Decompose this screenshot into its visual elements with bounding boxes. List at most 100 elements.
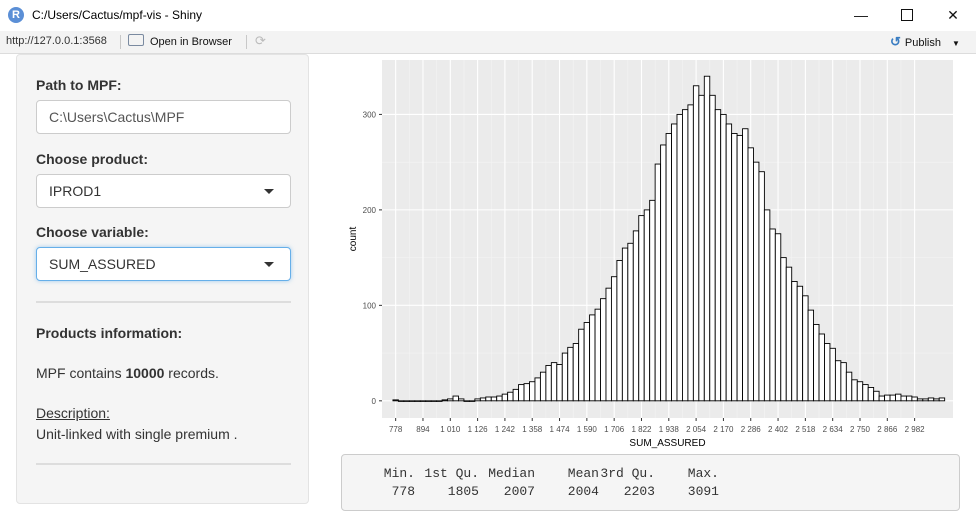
histogram-bar: [813, 323, 820, 402]
histogram-bar: [649, 199, 656, 402]
title-bar: R C:/Users/Cactus/mpf-vis - Shiny — ✕: [0, 0, 976, 31]
maximize-button[interactable]: [884, 0, 930, 31]
product-select[interactable]: IPROD1: [36, 174, 291, 208]
histogram-bar: [425, 400, 432, 402]
histogram-bar: [802, 295, 809, 402]
histogram-bar: [818, 333, 825, 402]
publish-icon: ↺: [890, 34, 901, 49]
histogram-bar: [397, 400, 405, 402]
histogram-bar: [747, 147, 754, 402]
histogram-bar: [884, 394, 891, 402]
histogram-bar: [709, 94, 716, 402]
variable-select-value: SUM_ASSURED: [49, 256, 156, 272]
variable-select[interactable]: SUM_ASSURED: [36, 247, 291, 281]
histogram-bar: [501, 393, 509, 402]
product-select-value: IPROD1: [49, 183, 102, 199]
histogram-bar: [534, 377, 541, 402]
histogram-bar: [638, 215, 645, 402]
histogram-bar: [763, 209, 771, 402]
x-tick-label: 1 938: [659, 425, 680, 434]
histogram-bar: [791, 281, 798, 402]
x-tick-label: 1 822: [631, 425, 652, 434]
histogram-bar: [643, 209, 651, 402]
viewer-toolbar: http://127.0.0.1:3568 Open in Browser ⟳ …: [0, 31, 976, 54]
description-label: Description:: [36, 405, 110, 421]
histogram-bar: [916, 398, 924, 402]
histogram-bar: [720, 113, 727, 402]
histogram-bar: [594, 308, 601, 402]
histogram-bar: [578, 328, 585, 402]
histogram-bar: [567, 346, 574, 402]
summary-value-cell: 778: [391, 484, 415, 499]
x-tick-label: 1 010: [440, 425, 461, 434]
summary-header-row: Min. 1st Qu. Median Mean3rd Qu. Max.: [375, 466, 719, 481]
histogram-bar: [769, 228, 776, 402]
histogram-bar: [895, 393, 902, 402]
histogram-bar: [479, 397, 487, 402]
divider: [36, 463, 291, 465]
histogram-plot: 0 100 200 300 778 894 1 010 1 126 1 242 1 358 1 47…: [340, 54, 960, 452]
maximize-icon: [901, 9, 913, 21]
histogram-bar: [507, 391, 514, 402]
histogram-bar: [862, 384, 869, 402]
histogram-bar: [447, 398, 454, 402]
histogram-bar: [408, 400, 416, 402]
x-tick-label: 2 982: [905, 425, 926, 434]
path-input[interactable]: C:\Users\Cactus\MPF: [36, 100, 291, 134]
records-count: 10000: [125, 365, 165, 381]
divider: [36, 301, 291, 303]
histogram-bar: [654, 163, 662, 402]
histogram-bar: [523, 383, 530, 402]
histogram-bar: [660, 144, 667, 402]
summary-header-cell: Mean: [567, 466, 599, 481]
histogram-bar: [878, 395, 886, 402]
app-content: Path to MPF: C:\Users\Cactus\MPF Choose …: [0, 54, 976, 532]
publish-button[interactable]: ↺ Publish ▼: [890, 33, 960, 51]
y-tick-label: 0: [372, 397, 377, 406]
records-suffix: records.: [164, 365, 219, 381]
histogram-bar: [665, 133, 672, 402]
histogram-bar: [545, 365, 552, 402]
histogram-bar: [610, 276, 618, 402]
histogram-bar: [430, 400, 438, 402]
close-button[interactable]: ✕: [947, 7, 959, 23]
histogram-bar: [938, 397, 946, 402]
histogram-bar: [829, 347, 836, 402]
histogram-bar: [873, 390, 880, 402]
histogram-bar: [785, 266, 793, 402]
y-tick-label: 200: [363, 206, 377, 215]
records-text: MPF contains 10000 records.: [36, 365, 219, 381]
histogram-bar: [900, 395, 907, 402]
x-tick-label: 1 706: [604, 425, 625, 434]
summary-header-cell: Median: [488, 466, 535, 481]
histogram-bar: [682, 109, 689, 402]
minimize-button[interactable]: —: [854, 7, 868, 23]
records-prefix: MPF contains: [36, 365, 126, 381]
histogram-bar: [572, 343, 580, 402]
open-in-browser-label: Open in Browser: [150, 36, 232, 48]
histogram-bar: [856, 381, 864, 402]
summary-header-cell: Max.: [687, 466, 719, 481]
histogram-bar: [725, 123, 733, 402]
y-tick-label: 100: [363, 301, 377, 310]
histogram-bar: [851, 379, 858, 402]
x-tick-label: 2 634: [823, 425, 844, 434]
histogram-bar: [556, 364, 563, 402]
histogram-bar: [632, 230, 640, 402]
open-in-browser-button[interactable]: Open in Browser: [128, 33, 232, 51]
x-axis-title: SUM_ASSURED: [629, 438, 705, 449]
toolbar-separator: [120, 35, 121, 49]
summary-value-cell: 2203: [623, 484, 655, 499]
histogram-bar: [403, 400, 410, 402]
caret-down-icon: [264, 262, 274, 267]
x-tick-label: 778: [389, 425, 403, 434]
histogram-bar: [692, 85, 700, 402]
histogram-svg: 0 100 200 300 778 894 1 010 1 126 1 242 1 358 1 47…: [348, 60, 953, 449]
histogram-bar: [463, 400, 470, 402]
histogram-bar: [600, 298, 607, 402]
histogram-bar: [496, 395, 503, 402]
histogram-bar: [441, 399, 449, 402]
histogram-bar: [807, 309, 815, 402]
histogram-bar: [845, 371, 853, 402]
refresh-icon[interactable]: ⟳: [255, 33, 266, 48]
